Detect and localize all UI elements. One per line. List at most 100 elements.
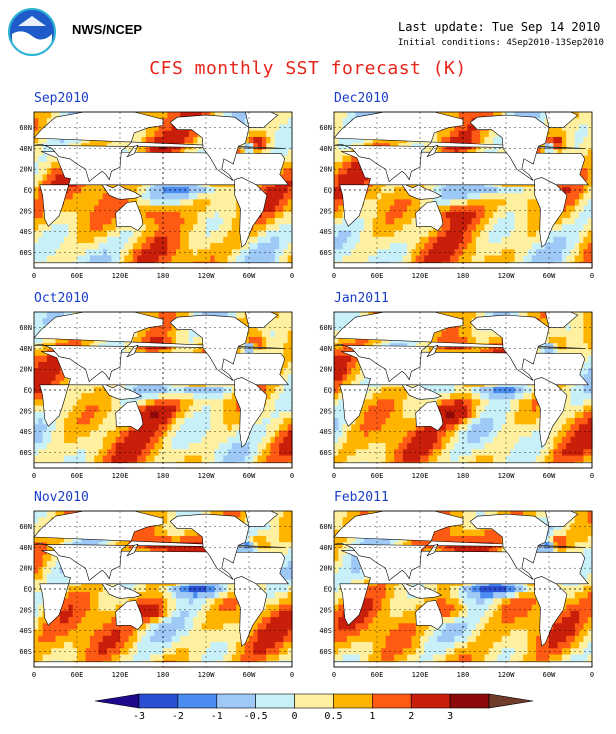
lon-label: 180 (157, 472, 170, 480)
panel-title-5: Nov2010 (34, 490, 89, 505)
lon-label: 0 (590, 671, 594, 679)
lat-label: EQ (324, 387, 332, 395)
colorbar: -3 -2 -1 -0.5 0 0.5 1 2 3 (94, 690, 535, 734)
panel-title-2: Dec2010 (334, 91, 389, 106)
lat-label: 20S (319, 606, 332, 614)
colorbar-label: -0.5 (244, 711, 268, 722)
lon-label: 60E (371, 671, 384, 679)
lat-label: 20N (19, 366, 32, 374)
lat-label: EQ (24, 387, 32, 395)
lat-label: 60S (319, 449, 332, 457)
colorbar-swatch (216, 693, 256, 709)
lat-label: 60N (19, 124, 32, 132)
lon-label: 180 (157, 272, 170, 280)
lat-label: 40N (19, 145, 32, 153)
colorbar-swatch (177, 693, 218, 709)
lat-label: 60N (19, 324, 32, 332)
lon-label: 120W (198, 472, 216, 480)
lon-label: 60W (543, 671, 556, 679)
lon-label: 120E (112, 671, 129, 679)
lat-label: 40S (19, 627, 32, 635)
colorbar-label: 2 (408, 711, 414, 722)
lat-label: 40N (319, 345, 332, 353)
colorbar-swatch (333, 693, 373, 709)
lat-label: 60S (19, 449, 32, 457)
sst-map-oct2010: 60N 40N 20N EQ 20S 40S 60S 0 60E 120E 180 120W 60W 0 (10, 306, 306, 486)
lat-label: 40N (319, 544, 332, 552)
lat-label: 20N (319, 166, 332, 174)
lon-label: 120E (412, 272, 429, 280)
colorbar-label: 3 (447, 711, 453, 722)
lon-label: 0 (32, 671, 36, 679)
lat-label: 20S (319, 407, 332, 415)
lon-label: 60E (71, 472, 84, 480)
colorbar-swatch (449, 693, 490, 709)
lat-label: 20S (19, 207, 32, 215)
lon-label: 120W (198, 671, 216, 679)
lat-label: EQ (324, 586, 332, 594)
lon-label: 120E (112, 472, 129, 480)
last-update: Last update: Tue Sep 14 2010 (398, 20, 601, 34)
initial-conditions: Initial conditions: 4Sep2010-13Sep2010 (398, 38, 604, 48)
sst-map-nov2010: 60N 40N 20N EQ 20S 40S 60S 0 60E 120E 180 120W 60W 0 (10, 505, 306, 685)
lat-label: 20N (319, 565, 332, 573)
colorbar-label: 1 (369, 711, 375, 722)
lat-label: 40N (19, 345, 32, 353)
lon-label: 0 (290, 671, 294, 679)
lon-label: 60W (543, 272, 556, 280)
colorbar-label: 0.5 (324, 711, 342, 722)
lon-label: 0 (32, 472, 36, 480)
lon-label: 180 (457, 472, 470, 480)
lon-label: 0 (290, 272, 294, 280)
lat-label: 40S (19, 428, 32, 436)
lat-label: 60S (319, 249, 332, 257)
lon-label: 180 (157, 671, 170, 679)
lat-label: EQ (24, 586, 32, 594)
lat-label: 60N (319, 324, 332, 332)
lon-label: 60E (71, 272, 84, 280)
lon-label: 60E (371, 272, 384, 280)
colorbar-label: -3 (133, 711, 145, 722)
lon-label: 60W (243, 272, 256, 280)
colorbar-min-arrow (94, 693, 140, 709)
lon-label: 120W (198, 272, 216, 280)
colorbar-max-arrow (488, 693, 534, 709)
colorbar-label: -1 (211, 711, 223, 722)
lat-label: 40N (319, 145, 332, 153)
sst-map-feb2011: 60N 40N 20N EQ 20S 40S 60S 0 60E 120E 180 120W 60W 0 (310, 505, 606, 685)
lat-label: 60S (19, 249, 32, 257)
colorbar-swatch (294, 693, 334, 709)
lon-label: 0 (590, 272, 594, 280)
colorbar-label: 0 (292, 711, 298, 722)
sst-map-sep2010: 60N 40N 20N EQ 20S 40S 60S 0 60E 120E 180 120W 60W 0 (10, 106, 306, 286)
colorbar-swatch (255, 693, 295, 709)
noaa-logo (8, 8, 56, 58)
lon-label: 180 (457, 671, 470, 679)
lon-label: 0 (290, 472, 294, 480)
page-title: CFS monthly SST forecast (K) (149, 58, 467, 79)
lon-label: 120E (112, 272, 129, 280)
lat-label: 20N (19, 565, 32, 573)
lon-label: 120W (498, 671, 516, 679)
lat-label: 20S (19, 606, 32, 614)
lon-label: 0 (32, 272, 36, 280)
lon-label: 0 (332, 671, 336, 679)
lat-label: 20S (319, 207, 332, 215)
panel-title-3: Oct2010 (34, 291, 89, 306)
lat-label: 40N (19, 544, 32, 552)
lat-label: 60N (319, 523, 332, 531)
lat-label: 40S (319, 228, 332, 236)
lon-label: 60W (243, 472, 256, 480)
lat-label: 20N (19, 166, 32, 174)
sst-map-jan2011: 60N 40N 20N EQ 20S 40S 60S 0 60E 120E 180 120W 60W 0 (310, 306, 606, 486)
sst-map-dec2010: 60N 40N 20N EQ 20S 40S 60S 0 60E 120E 180 120W 60W 0 (310, 106, 606, 286)
lon-label: 120W (498, 472, 516, 480)
lat-label: 60N (319, 124, 332, 132)
lon-label: 0 (332, 472, 336, 480)
lat-label: EQ (324, 187, 332, 195)
lon-label: 120E (412, 671, 429, 679)
lon-label: 120E (412, 472, 429, 480)
colorbar-swatch (372, 693, 412, 709)
panel-title-1: Sep2010 (34, 91, 89, 106)
lat-label: 40S (319, 428, 332, 436)
